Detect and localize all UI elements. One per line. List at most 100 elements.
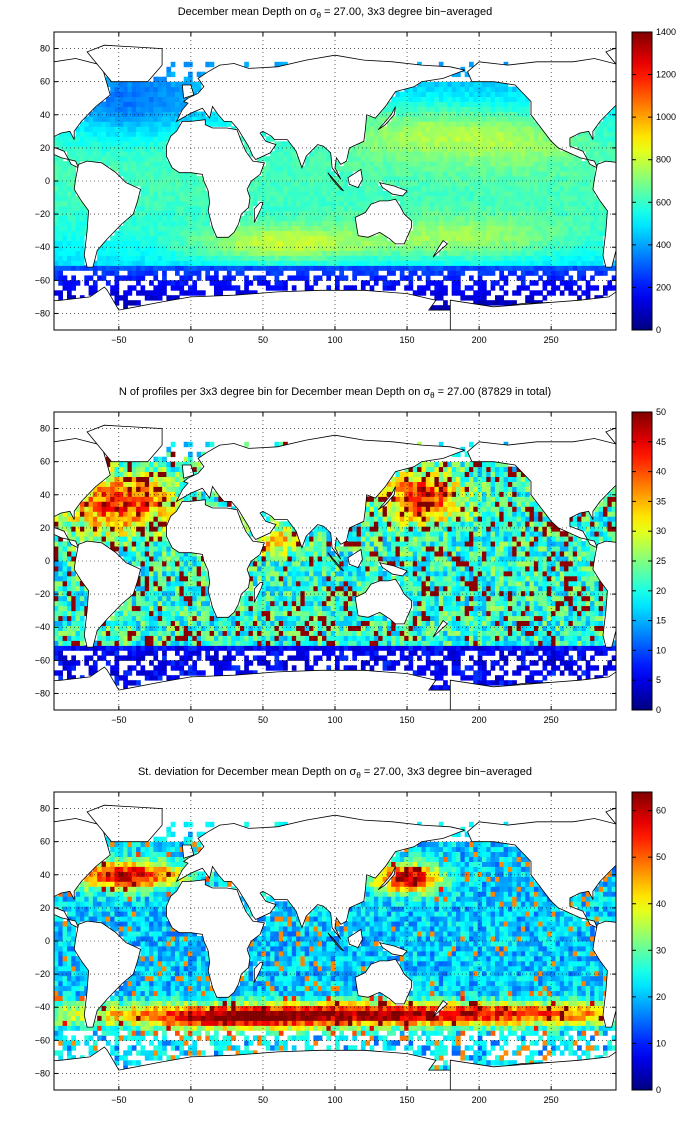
bin-cell [114,86,120,92]
bin-cell [313,166,319,172]
bin-cell [404,116,409,122]
bin-cell [118,136,124,142]
bin-cell [54,556,59,562]
bin-cell [343,240,349,246]
bin-cell [248,205,254,212]
bin-cell [127,481,133,487]
bin-cell [183,670,189,676]
bin-cell [153,630,159,636]
bin-cell [330,235,336,241]
bin-cell [62,181,68,187]
bin-cell [486,250,491,256]
bin-cell [75,536,81,542]
bin-cell [278,255,284,261]
bin-cell [460,186,466,192]
bin-cell [162,166,167,172]
bin-cell [261,240,267,246]
bin-cell [196,215,202,222]
bin-cell [278,61,284,68]
bin-cell [110,615,115,621]
bin-cell [127,536,133,542]
bin-cell [157,531,163,537]
bin-cell [512,195,517,202]
bin-cell [54,235,59,241]
bin-cell [412,220,418,227]
land-outline [54,58,111,169]
bin-cell [512,220,517,227]
bin-cell [175,471,180,477]
bin-cell [278,220,284,227]
bin-cell [157,181,163,187]
bin-cell [551,166,556,172]
bin-cell [162,290,167,296]
bin-cell [335,250,340,256]
bin-cell [62,645,68,651]
bin-cell [611,156,616,162]
bin-cell [399,255,405,261]
bin-cell [477,200,483,207]
bin-cell [166,580,172,587]
map-plot: −50 0 50 100 150 200 250806040200−20−40−60−800… [35,407,666,725]
bin-cell [131,220,137,227]
bin-cell [447,121,453,127]
bin-cell [123,655,128,661]
bin-cell [309,255,314,261]
bin-cell [123,255,128,261]
bin-cell [495,245,500,251]
bin-cell [490,240,496,246]
bin-cell [149,116,154,122]
bin-cell [166,131,172,137]
bin-cell [97,496,102,502]
bin-cell [296,210,301,217]
bin-cell [123,121,128,127]
bin-cell [482,166,487,172]
bin-cell [75,516,81,522]
panel-title-subscript: θ [430,391,435,401]
bin-cell [525,250,530,256]
bin-cell [335,230,340,237]
bin-cell [166,620,172,626]
bin-cell [486,220,491,227]
bin-cell [533,235,539,241]
bin-cell [456,181,461,187]
bin-cell [486,141,491,147]
bin-cell [356,210,362,217]
bin-cell [166,570,172,577]
bin-cell [572,190,578,197]
bin-cell [287,200,293,207]
bin-cell [417,190,422,197]
bin-cell [456,176,461,182]
bin-cell [464,171,470,177]
bin-cell [348,161,353,167]
bin-cell [248,230,254,237]
bin-cell [555,205,561,212]
bin-cell [425,205,431,212]
bin-cell [226,280,232,286]
bin-cell [170,486,176,492]
bin-cell [153,610,159,617]
bin-cell [149,265,154,271]
bin-cell [343,265,349,271]
bin-cell [477,161,483,167]
bin-cell [495,141,500,147]
bin-cell [136,270,141,276]
bin-cell [447,166,453,172]
bin-cell [499,186,504,192]
bin-cell [283,161,288,167]
bin-cell [322,181,327,187]
bin-cell [175,235,180,241]
bin-cell [71,556,76,562]
bin-cell [136,640,141,646]
bin-cell [192,265,197,271]
bin-cell [287,151,293,157]
bin-cell [348,215,353,222]
bin-cell [590,220,595,227]
bin-cell [75,205,81,212]
bin-cell [222,285,228,291]
bin-cell [153,595,159,602]
bin-cell [520,240,526,246]
bin-cell [473,101,478,107]
bin-cell [607,280,613,286]
bin-cell [71,225,76,232]
bin-cell [110,625,115,631]
